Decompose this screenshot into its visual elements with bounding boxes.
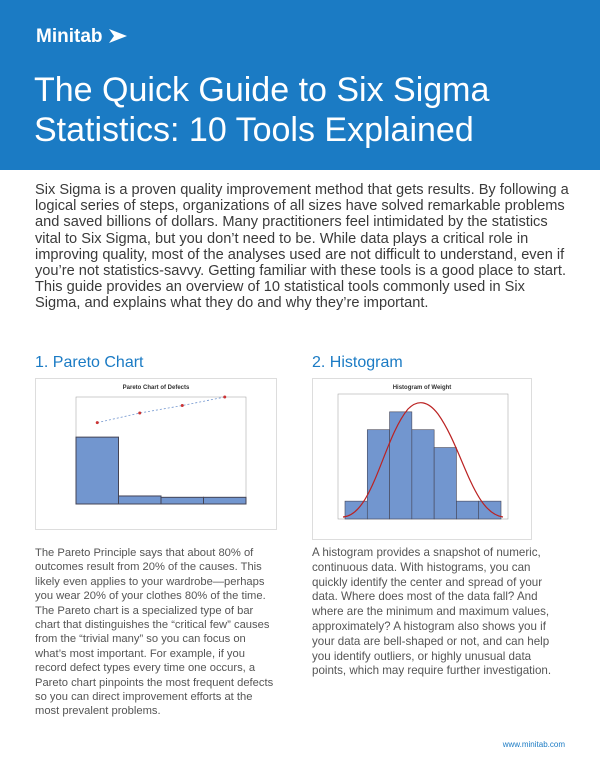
cumulative-point — [138, 411, 142, 415]
brand-text: Minitab — [36, 26, 103, 47]
bar — [389, 411, 413, 520]
header: Minitab The Quick Guide to Six Sigma Sta… — [0, 0, 600, 170]
cumulative-point — [180, 404, 184, 408]
bar — [203, 496, 247, 505]
footer-url: www.minitab.com — [502, 740, 565, 749]
bar — [456, 500, 480, 520]
section-body: A histogram provides a snapshot of numer… — [312, 546, 552, 678]
bar — [160, 496, 204, 505]
pareto-figure: Pareto Chart of Defects — [35, 378, 277, 530]
cumulative-line — [97, 396, 225, 424]
title: The Quick Guide to Six Sigma Statistics:… — [34, 71, 490, 149]
section-heading: 1. Pareto Chart — [35, 354, 144, 371]
bar — [118, 495, 162, 505]
logo — [108, 29, 127, 43]
bar — [75, 436, 119, 505]
histogram-figure: Histogram of Weight — [312, 378, 532, 540]
cumulative-point — [223, 395, 227, 399]
figure-title: Histogram of Weight — [393, 385, 452, 391]
brand: Minitab — [36, 26, 128, 48]
bar — [366, 429, 390, 520]
bar — [411, 429, 435, 520]
bar — [433, 447, 457, 520]
figure-title: Pareto Chart of Defects — [123, 385, 190, 391]
section-heading: 2. Histogram — [312, 354, 403, 371]
intro: Six Sigma is a proven quality improvemen… — [35, 182, 569, 312]
cumulative-point — [95, 421, 99, 425]
section-body: The Pareto Principle says that about 80%… — [35, 547, 274, 718]
